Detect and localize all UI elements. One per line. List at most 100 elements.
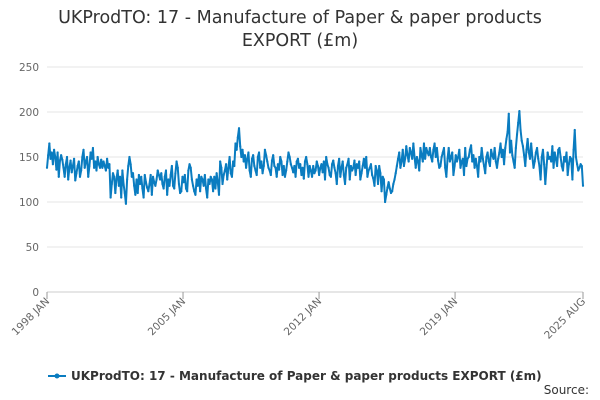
data-point[interactable] xyxy=(356,166,360,169)
data-point[interactable] xyxy=(98,166,102,169)
data-point[interactable] xyxy=(47,154,50,157)
data-point[interactable] xyxy=(446,157,449,160)
data-point[interactable] xyxy=(181,175,184,178)
data-point[interactable] xyxy=(564,160,567,163)
data-point[interactable] xyxy=(102,160,105,163)
data-point[interactable] xyxy=(263,148,267,151)
legend[interactable]: UKProdTO: 17 - Manufacture of Paper & pa… xyxy=(48,369,542,383)
data-point[interactable] xyxy=(308,164,311,168)
data-point[interactable] xyxy=(217,193,221,196)
data-point[interactable] xyxy=(568,155,572,159)
data-point[interactable] xyxy=(67,178,70,181)
data-point[interactable] xyxy=(307,175,310,178)
data-point[interactable] xyxy=(327,166,330,169)
data-point[interactable] xyxy=(306,163,309,166)
data-point[interactable] xyxy=(572,148,575,151)
data-point[interactable] xyxy=(88,164,91,168)
data-point[interactable] xyxy=(261,172,264,175)
data-point[interactable] xyxy=(173,187,176,190)
data-point[interactable] xyxy=(83,166,86,169)
data-point[interactable] xyxy=(195,178,198,181)
data-point[interactable] xyxy=(378,164,381,168)
data-point[interactable] xyxy=(51,163,54,166)
data-point[interactable] xyxy=(514,146,517,150)
data-point[interactable] xyxy=(266,160,269,163)
data-point[interactable] xyxy=(189,166,192,169)
data-point[interactable] xyxy=(292,171,295,174)
data-point[interactable] xyxy=(197,173,201,177)
data-point[interactable] xyxy=(457,155,460,159)
data-point[interactable] xyxy=(553,151,556,154)
data-point[interactable] xyxy=(510,139,513,142)
data-point[interactable] xyxy=(415,155,418,159)
data-point[interactable] xyxy=(124,202,128,205)
data-point[interactable] xyxy=(504,146,507,150)
data-point[interactable] xyxy=(515,133,519,136)
data-point[interactable] xyxy=(107,166,110,169)
data-point[interactable] xyxy=(472,154,475,157)
data-point[interactable] xyxy=(555,164,559,168)
data-point[interactable] xyxy=(360,172,363,175)
data-point[interactable] xyxy=(336,164,340,168)
data-point[interactable] xyxy=(448,160,451,163)
data-point[interactable] xyxy=(226,178,229,181)
data-point[interactable] xyxy=(493,146,496,150)
data-point[interactable] xyxy=(413,155,416,159)
data-point[interactable] xyxy=(52,148,56,151)
data-point[interactable] xyxy=(232,160,235,163)
data-point[interactable] xyxy=(188,163,191,166)
data-point[interactable] xyxy=(376,182,380,186)
data-point[interactable] xyxy=(488,164,492,168)
data-point[interactable] xyxy=(531,155,534,159)
data-point[interactable] xyxy=(157,173,161,177)
data-point[interactable] xyxy=(230,175,234,178)
data-point[interactable] xyxy=(577,169,580,172)
data-point[interactable] xyxy=(183,173,186,177)
data-point[interactable] xyxy=(113,175,116,178)
data-point[interactable] xyxy=(247,151,250,154)
data-point[interactable] xyxy=(62,166,65,169)
data-point[interactable] xyxy=(97,163,100,166)
data-point[interactable] xyxy=(441,151,444,154)
data-point[interactable] xyxy=(223,169,226,172)
data-point[interactable] xyxy=(345,166,348,169)
data-point[interactable] xyxy=(101,166,104,169)
data-point[interactable] xyxy=(369,163,373,166)
data-point[interactable] xyxy=(440,155,443,159)
data-point[interactable] xyxy=(121,169,124,172)
data-point[interactable] xyxy=(495,166,499,169)
data-point[interactable] xyxy=(255,173,258,177)
data-point[interactable] xyxy=(109,196,112,199)
data-point[interactable] xyxy=(301,166,304,169)
data-point[interactable] xyxy=(138,182,142,186)
data-point[interactable] xyxy=(127,164,130,168)
data-point[interactable] xyxy=(517,121,520,124)
data-point[interactable] xyxy=(411,157,414,160)
data-point[interactable] xyxy=(444,166,447,169)
data-point[interactable] xyxy=(300,173,303,177)
data-point[interactable] xyxy=(342,173,345,177)
data-point[interactable] xyxy=(534,151,537,154)
data-point[interactable] xyxy=(477,175,480,178)
data-point[interactable] xyxy=(71,164,75,168)
data-point[interactable] xyxy=(401,148,404,151)
data-point[interactable] xyxy=(359,178,362,181)
data-point[interactable] xyxy=(184,187,188,190)
data-point[interactable] xyxy=(348,178,351,181)
data-point[interactable] xyxy=(543,163,546,166)
data-point[interactable] xyxy=(85,155,89,159)
data-point[interactable] xyxy=(156,169,159,172)
data-point[interactable] xyxy=(548,155,552,159)
data-point[interactable] xyxy=(501,148,504,151)
data-point[interactable] xyxy=(302,177,305,180)
data-point[interactable] xyxy=(471,160,474,163)
data-point[interactable] xyxy=(141,187,144,190)
data-point[interactable] xyxy=(108,163,111,166)
data-point[interactable] xyxy=(349,164,353,168)
data-point[interactable] xyxy=(89,151,92,154)
data-point[interactable] xyxy=(163,175,166,178)
data-point[interactable] xyxy=(240,155,243,159)
data-point[interactable] xyxy=(439,164,442,168)
data-point[interactable] xyxy=(256,155,259,159)
data-point[interactable] xyxy=(484,172,487,175)
